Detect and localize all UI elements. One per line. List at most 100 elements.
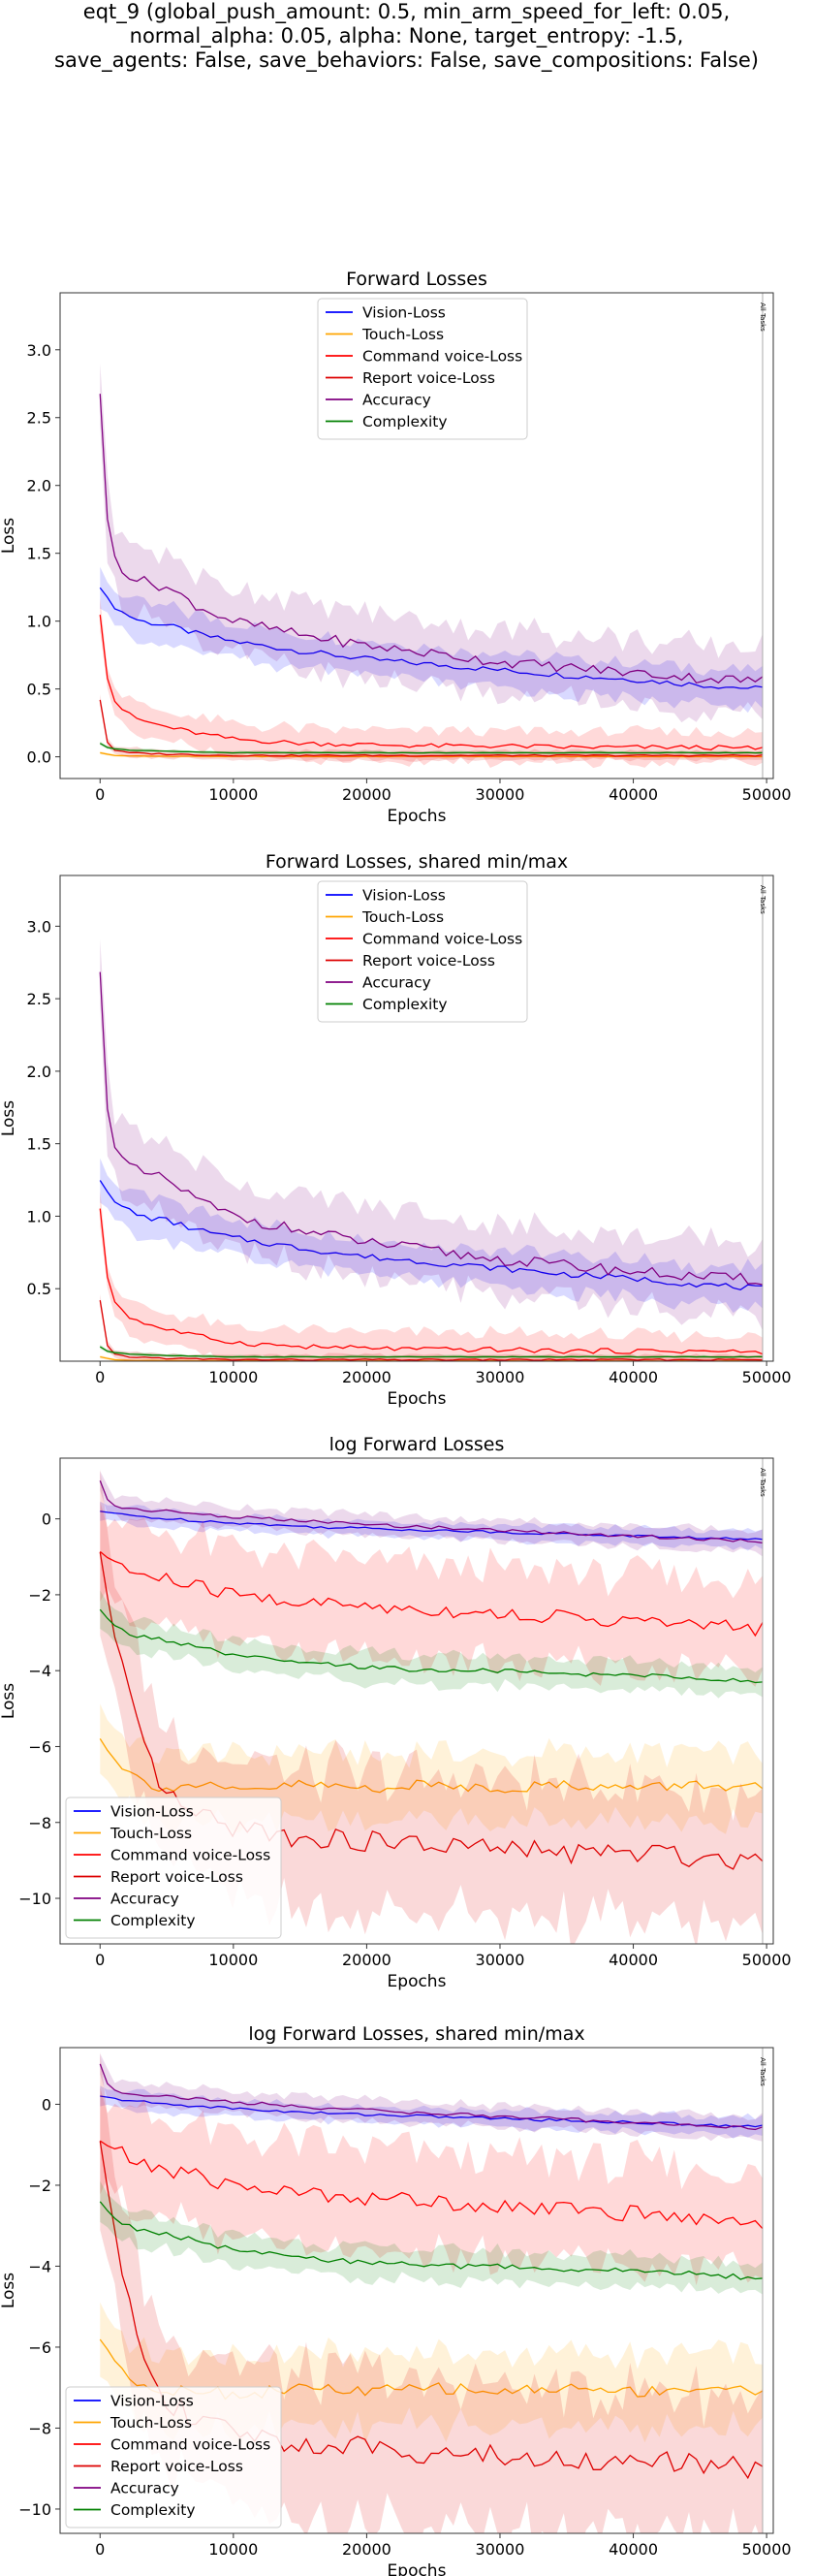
x-tick-label: 50000: [742, 785, 792, 804]
x-tick-label: 20000: [342, 785, 391, 804]
y-tick-label: −4: [28, 1662, 51, 1680]
legend-box: [317, 880, 528, 1023]
y-tick-label: 1.0: [27, 1207, 51, 1225]
suptitle-line: save_agents: False, save_behaviors: Fals…: [54, 48, 759, 72]
x-tick-label: 40000: [609, 1368, 658, 1386]
annotation-label: All Tasks: [759, 885, 766, 914]
plot-frame: [59, 292, 774, 779]
legend-label-command-voice-loss: Command voice-Loss: [362, 348, 522, 366]
x-tick-label: 20000: [342, 1368, 391, 1386]
annotation-label: All Tasks: [759, 2057, 766, 2086]
series-band-complexity: [100, 2180, 763, 2295]
y-tick-label: −8: [28, 2419, 51, 2437]
x-tick-label: 40000: [609, 785, 658, 804]
x-axis-label: Epochs: [388, 1972, 447, 1991]
y-tick-label: 0.0: [27, 748, 51, 767]
series-band-complexity: [100, 741, 763, 755]
y-tick-label: −6: [28, 2338, 51, 2357]
legend-box: [317, 298, 528, 440]
suptitle-line: eqt_9 (global_push_amount: 0.5, min_arm_…: [82, 0, 731, 23]
legend-box: [65, 2386, 282, 2528]
legend-label-touch-loss: Touch-Loss: [109, 1825, 192, 1842]
y-tick-label: 2.5: [27, 990, 51, 1008]
chart-panel-3: log Forward Losses All Tasks 0 10000 20000 30…: [0, 1434, 792, 1991]
x-tick-label: 0: [95, 1951, 105, 1969]
series-band-command-voice-loss: [100, 1191, 763, 1361]
y-tick-label: 2.0: [27, 1063, 51, 1081]
x-tick-label: 0: [95, 2540, 105, 2559]
legend-label-report-voice-loss: Report voice-Loss: [362, 952, 495, 970]
legend-label-command-voice-loss: Command voice-Loss: [362, 931, 522, 948]
series-line-accuracy: [99, 1480, 764, 1544]
x-axis-label: Epochs: [388, 807, 447, 826]
figure-suptitle: eqt_9 (global_push_amount: 0.5, min_arm_…: [0, 0, 813, 73]
legend-label-touch-loss: Touch-Loss: [361, 326, 444, 343]
series-band-vision-loss: [100, 566, 763, 714]
x-tick-label: 10000: [208, 2540, 258, 2559]
x-tick-label: 50000: [742, 1368, 792, 1386]
x-tick-label: 30000: [476, 785, 525, 804]
x-axis-label: Epochs: [388, 1389, 447, 1409]
x-tick-label: 40000: [609, 2540, 658, 2559]
series-line-command-voice-loss: [99, 1208, 764, 1355]
y-tick-label: 3.0: [27, 917, 51, 936]
legend-label-complexity: Complexity: [110, 2501, 196, 2519]
chart-title: log Forward Losses, shared min/max: [248, 2023, 584, 2045]
x-tick-label: 10000: [208, 785, 258, 804]
series-band-command-voice-loss: [100, 2086, 763, 2286]
y-tick-label: −4: [28, 2257, 51, 2275]
series-line-command-voice-loss: [99, 615, 764, 751]
series-line-touch-loss: [100, 751, 764, 758]
legend-label-complexity: Complexity: [362, 413, 448, 430]
x-axis-label: Epochs: [388, 2561, 447, 2576]
chart-panel-4: log Forward Losses, shared min/max All Ta…: [0, 2023, 792, 2576]
chart-title: Forward Losses: [346, 269, 487, 290]
x-tick-label: 30000: [476, 2540, 525, 2559]
y-tick-label: −10: [18, 1890, 51, 1908]
x-tick-label: 10000: [208, 1368, 258, 1386]
x-tick-label: 40000: [609, 1951, 658, 1969]
y-tick-label: −2: [28, 2177, 51, 2195]
y-tick-label: 0.5: [27, 681, 51, 699]
legend: Vision-Loss Touch-Loss Command voice-Loss R…: [317, 298, 528, 440]
y-tick-label: 0: [42, 1511, 51, 1529]
x-tick-label: 20000: [342, 2540, 391, 2559]
legend-label-complexity: Complexity: [110, 1912, 196, 1929]
legend-label-touch-loss: Touch-Loss: [361, 908, 444, 926]
x-tick-label: 20000: [342, 1951, 391, 1969]
legend-label-vision-loss: Vision-Loss: [362, 887, 446, 905]
series-line-report-voice-loss: [99, 1300, 764, 1361]
legend-label-accuracy: Accuracy: [110, 2480, 179, 2497]
series-band-vision-loss: [100, 1158, 763, 1314]
y-tick-label: −2: [28, 1586, 51, 1605]
series-line-touch-loss: [99, 1738, 764, 1794]
series-band-vision-loss: [100, 1501, 763, 1551]
series-band-accuracy: [100, 1471, 763, 1557]
legend-label-accuracy: Accuracy: [362, 974, 431, 992]
chart-title: Forward Losses, shared min/max: [266, 851, 568, 873]
series-band-command-voice-loss: [100, 1501, 763, 1687]
y-axis-label: Loss: [0, 1683, 18, 1719]
legend-label-complexity: Complexity: [362, 996, 448, 1013]
series-line-complexity: [99, 2201, 764, 2280]
series-line-complexity: [99, 1608, 764, 1684]
annotation-label: All Tasks: [759, 1468, 766, 1497]
series-line-accuracy: [99, 394, 764, 684]
x-tick-label: 10000: [208, 1951, 258, 1969]
y-tick-label: 0.5: [27, 1280, 51, 1298]
plot-area: [99, 363, 764, 769]
y-tick-label: 2.5: [27, 409, 51, 428]
series-band-report-voice-loss: [100, 1293, 763, 1361]
plot-frame: [59, 1457, 774, 1945]
series-line-command-voice-loss: [99, 2140, 764, 2230]
series-band-vision-loss: [100, 2085, 763, 2139]
legend: Vision-Loss Touch-Loss Command voice-Loss R…: [65, 2386, 282, 2528]
y-tick-label: −6: [28, 1737, 51, 1756]
y-axis-label: Loss: [0, 518, 18, 554]
legend-label-command-voice-loss: Command voice-Loss: [110, 1847, 270, 1864]
series-line-vision-loss: [99, 1180, 764, 1291]
series-band-accuracy: [100, 938, 763, 1331]
chart-panel-1: Forward Losses All Tasks 0 10000 20000 30000 4…: [0, 269, 792, 826]
chart-title: log Forward Losses: [329, 1434, 505, 1455]
